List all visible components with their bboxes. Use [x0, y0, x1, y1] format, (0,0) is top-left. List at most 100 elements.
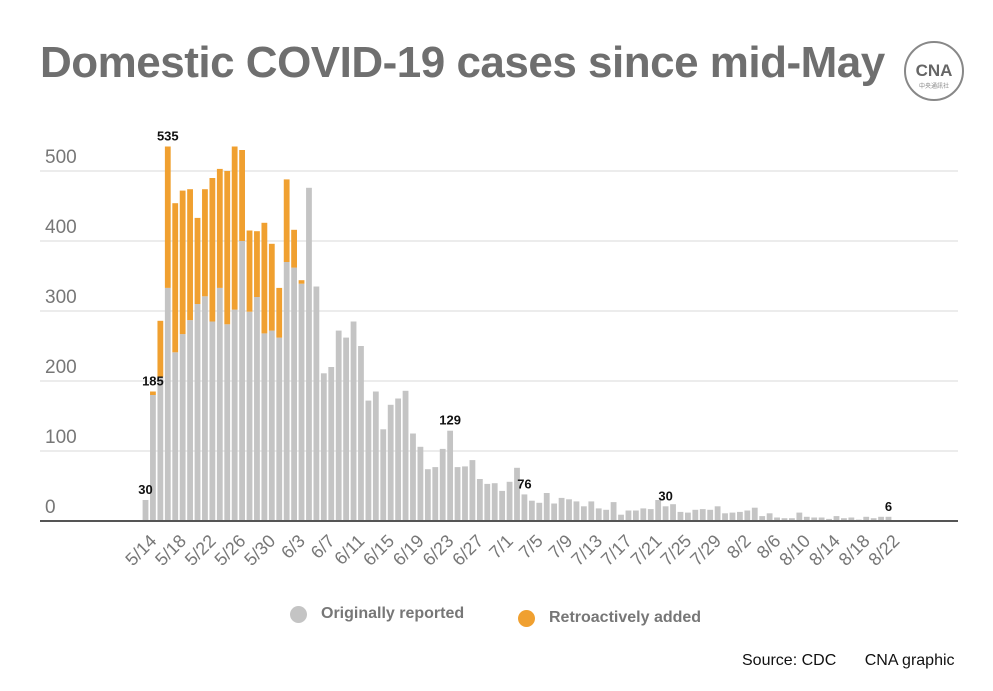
bar-original	[833, 516, 840, 521]
bar-original	[684, 512, 691, 521]
bar-original	[751, 507, 758, 521]
y-axis-ticks: 0 100 200 300 400 500	[45, 147, 77, 518]
bar-original	[610, 502, 617, 521]
bar-retro	[187, 189, 193, 321]
bar-original	[216, 287, 223, 521]
x-tick-label: 8/2	[723, 531, 755, 563]
bar-retro	[209, 178, 216, 322]
bar-original	[566, 499, 572, 521]
legend-label-original: Originally reported	[321, 605, 465, 622]
y-tick-label: 400	[45, 217, 77, 238]
bar-retro	[157, 320, 164, 377]
bar-original	[818, 517, 825, 521]
bar-original	[172, 352, 179, 521]
bar-original	[551, 503, 558, 521]
bar-retro	[246, 230, 253, 312]
bar-original	[722, 513, 728, 521]
credit-text: CNA graphic	[864, 652, 955, 669]
x-tick-label: 7/17	[597, 531, 636, 570]
x-tick-label: 7/25	[656, 531, 695, 570]
bar-original	[595, 508, 602, 521]
bar-retro	[172, 203, 179, 353]
bar-original	[699, 509, 706, 521]
bar-retro	[216, 168, 223, 288]
bar-original	[774, 517, 780, 521]
data-label: 129	[439, 413, 461, 428]
x-tick-label: 6/11	[330, 531, 368, 569]
y-tick-label: 0	[45, 497, 56, 518]
bar-original	[454, 467, 461, 521]
bar-original	[632, 510, 639, 521]
data-label: 185	[142, 374, 164, 389]
x-tick-label: 5/22	[181, 531, 220, 570]
bar-original	[276, 337, 283, 521]
bar-original	[573, 501, 580, 521]
bar-original	[469, 460, 476, 521]
bar-original	[506, 481, 513, 521]
bar-original	[863, 516, 870, 521]
bar-original	[402, 390, 409, 521]
x-tick-label: 8/14	[805, 531, 844, 570]
bar-original	[870, 518, 877, 521]
x-tick-label: 6/15	[359, 531, 398, 570]
bar-original	[514, 467, 520, 521]
x-tick-label: 7/13	[567, 531, 606, 570]
bar-original	[803, 516, 810, 521]
x-tick-label: 8/18	[835, 531, 874, 570]
data-label: 6	[885, 499, 892, 514]
y-tick-label: 300	[45, 287, 77, 308]
bars	[142, 146, 892, 522]
data-label: 30	[658, 488, 672, 503]
bar-original	[202, 296, 208, 521]
bar-retro	[261, 222, 268, 334]
bar-original	[462, 466, 468, 521]
bar-retro	[150, 391, 156, 395]
bar-original	[447, 430, 454, 521]
x-tick-label: 6/3	[277, 531, 309, 563]
bar-original	[781, 518, 788, 521]
bar-original	[588, 501, 595, 521]
bar-retro	[194, 217, 201, 304]
bar-original	[811, 517, 818, 521]
bar-original	[491, 483, 498, 521]
source-text: Source: CDC	[742, 652, 837, 669]
bar-original	[618, 514, 624, 521]
bar-original	[432, 467, 439, 521]
bar-original	[328, 367, 335, 521]
bar-original	[372, 391, 379, 521]
bar-original	[521, 494, 528, 521]
data-labels: 30 185 535 129 76 30 6	[138, 129, 892, 514]
bar-original	[157, 376, 164, 521]
x-tick-label: 5/26	[211, 531, 250, 570]
bar-original	[625, 510, 632, 521]
bar-original	[655, 500, 662, 521]
x-tick-label: 7/1	[485, 531, 517, 563]
logo-subtext: 中央通訊社	[919, 82, 949, 90]
bar-retro	[164, 146, 171, 288]
bar-retro	[231, 146, 238, 310]
bar-original	[789, 518, 795, 521]
y-tick-label: 500	[45, 147, 77, 168]
bar-original	[209, 321, 216, 521]
data-label: 30	[138, 482, 152, 497]
bar-original	[670, 504, 676, 521]
bar-original	[350, 321, 357, 521]
data-label: 535	[157, 129, 179, 144]
bar-original	[885, 516, 892, 521]
bar-original	[306, 187, 312, 522]
bar-original	[499, 490, 506, 521]
bar-original	[268, 330, 275, 521]
x-tick-label: 7/21	[627, 531, 666, 570]
bar-original	[164, 287, 171, 521]
bar-original	[298, 283, 305, 521]
bar-original	[677, 511, 684, 521]
data-label: 76	[517, 476, 531, 491]
x-tick-label: 8/22	[864, 531, 903, 570]
bar-original	[484, 483, 491, 521]
bar-original	[343, 337, 350, 521]
bar-original	[313, 286, 320, 521]
bar-original	[417, 446, 424, 521]
bar-original	[580, 506, 587, 521]
bar-original	[707, 509, 714, 521]
bar-original	[841, 518, 847, 521]
